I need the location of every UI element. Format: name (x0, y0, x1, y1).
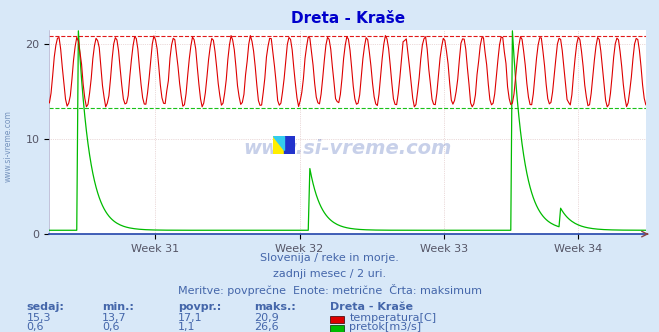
Text: 13,7: 13,7 (102, 313, 127, 323)
Text: 15,3: 15,3 (26, 313, 51, 323)
Text: 0,6: 0,6 (102, 322, 120, 332)
Text: min.:: min.: (102, 302, 134, 312)
Text: www.si-vreme.com: www.si-vreme.com (243, 139, 452, 158)
Text: 26,6: 26,6 (254, 322, 278, 332)
Text: sedaj:: sedaj: (26, 302, 64, 312)
Title: Dreta - Kraše: Dreta - Kraše (291, 11, 405, 26)
Text: pretok[m3/s]: pretok[m3/s] (349, 322, 421, 332)
Text: 17,1: 17,1 (178, 313, 202, 323)
Text: temperatura[C]: temperatura[C] (349, 313, 436, 323)
Text: povpr.:: povpr.: (178, 302, 221, 312)
Text: Meritve: povprečne  Enote: metrične  Črta: maksimum: Meritve: povprečne Enote: metrične Črta:… (177, 284, 482, 296)
Text: 1,1: 1,1 (178, 322, 196, 332)
Text: 0,6: 0,6 (26, 322, 44, 332)
Text: www.si-vreme.com: www.si-vreme.com (3, 110, 13, 182)
Text: Slovenija / reke in morje.: Slovenija / reke in morje. (260, 253, 399, 263)
Polygon shape (273, 136, 284, 150)
Text: 20,9: 20,9 (254, 313, 279, 323)
Text: Dreta - Kraše: Dreta - Kraše (330, 302, 413, 312)
Bar (273, 136, 284, 154)
Text: zadnji mesec / 2 uri.: zadnji mesec / 2 uri. (273, 269, 386, 279)
Bar (284, 136, 295, 154)
Text: maks.:: maks.: (254, 302, 295, 312)
